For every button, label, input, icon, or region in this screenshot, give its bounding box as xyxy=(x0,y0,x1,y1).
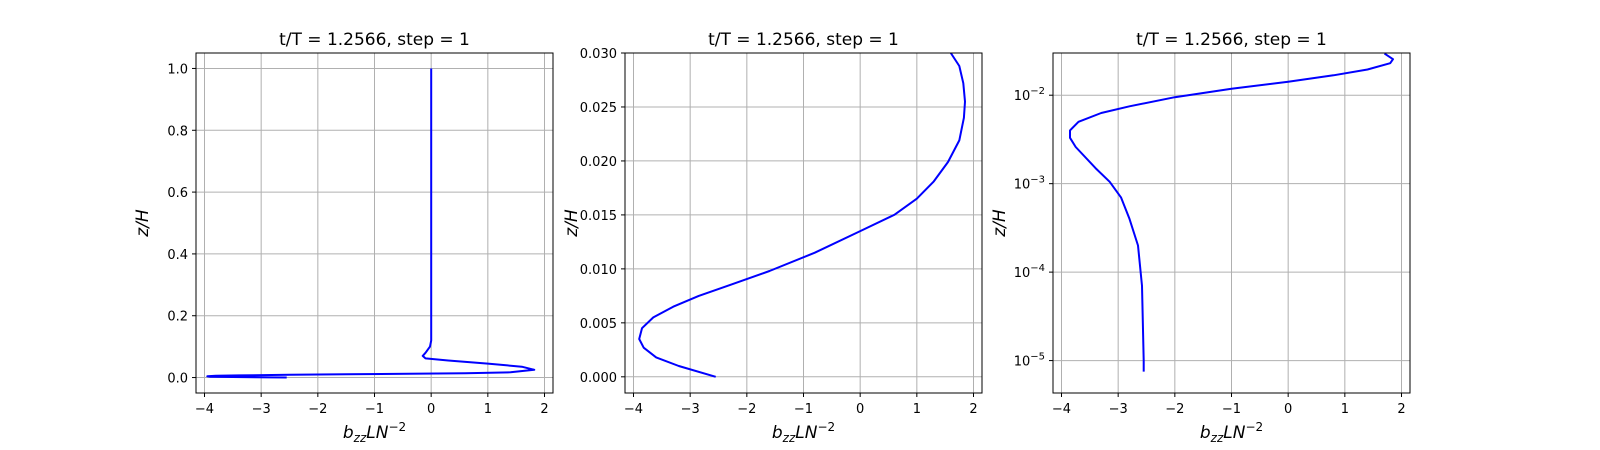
x-tick-label: 2 xyxy=(540,402,548,417)
x-axis-label-base: b xyxy=(1200,423,1211,443)
y-tick-label: 10−4 xyxy=(1014,263,1045,281)
x-axis-label-subscript: zz xyxy=(353,431,367,445)
tick-label-exponent: −4 xyxy=(1030,263,1045,274)
y-tick-label: 0.005 xyxy=(580,317,617,332)
x-tick-label: −3 xyxy=(681,402,700,417)
series-line xyxy=(638,52,966,378)
x-axis-label-superscript: −2 xyxy=(1245,420,1263,434)
y-tick-label: 0.8 xyxy=(167,124,188,139)
x-tick-label: −2 xyxy=(737,402,756,417)
x-axis-label: bzzLN−2 xyxy=(772,420,835,445)
x-axis-label-base: b xyxy=(343,423,354,443)
tick-label-base: 10 xyxy=(1014,355,1031,370)
series-line xyxy=(1069,52,1394,372)
chart-title: t/T = 1.2566, step = 1 xyxy=(1136,30,1327,50)
x-tick-label: 1 xyxy=(484,402,492,417)
y-tick-label: 0.030 xyxy=(580,47,617,62)
x-tick-label: −1 xyxy=(1222,402,1241,417)
y-axis-label: z/H xyxy=(990,209,1010,238)
x-axis-label-rest: LN xyxy=(795,423,817,443)
y-tick-label: 10−2 xyxy=(1014,86,1045,104)
x-tick-label: 2 xyxy=(1397,402,1405,417)
y-tick-label: 0.010 xyxy=(580,263,617,278)
chart-panel-1: −4 −3 −2 −1 0 1 2 0.0 0.2 0.4 0.6 0.8 1.0 t/T = 1.256… xyxy=(133,30,554,445)
chart-panel-2: −4 −3 −2 −1 0 1 2 0.000 0.005 0.010 0.015 0.020 0.02… xyxy=(562,30,983,445)
tick-label-exponent: −5 xyxy=(1030,352,1045,363)
y-tick-label: 10−5 xyxy=(1014,352,1045,370)
x-tick-label: −3 xyxy=(252,402,271,417)
x-tick-label: 0 xyxy=(856,402,864,417)
x-axis-label-subscript: zz xyxy=(782,431,796,445)
y-tick-label: 0.020 xyxy=(580,155,617,170)
x-tick-label: 0 xyxy=(1284,402,1292,417)
y-axis-label: z/H xyxy=(562,209,582,238)
y-tick-label: 1.0 xyxy=(167,62,188,77)
x-axis-label: bzzLN−2 xyxy=(1200,420,1263,445)
x-tick-label: −1 xyxy=(794,402,813,417)
x-tick-label: −2 xyxy=(308,402,327,417)
y-tick-label: 0.4 xyxy=(167,248,188,263)
x-axis-label-rest: LN xyxy=(366,423,388,443)
x-tick-label: 2 xyxy=(969,402,977,417)
y-tick-label: 0.6 xyxy=(167,186,188,201)
x-tick-label: −3 xyxy=(1109,402,1128,417)
y-tick-label: 0.2 xyxy=(167,310,188,325)
x-tick-label: 1 xyxy=(1341,402,1349,417)
x-tick-label: 0 xyxy=(427,402,435,417)
y-tick-label: 0.000 xyxy=(580,371,617,386)
tick-label-base: 10 xyxy=(1014,89,1031,104)
y-tick-label: 0.0 xyxy=(167,372,188,387)
x-axis-label-subscript: zz xyxy=(1210,431,1224,445)
x-axis-label-superscript: −2 xyxy=(388,420,406,434)
x-tick-label: −4 xyxy=(195,402,214,417)
x-axis-label-rest: LN xyxy=(1223,423,1245,443)
tick-label-exponent: −2 xyxy=(1030,86,1045,97)
x-tick-label: −4 xyxy=(624,402,643,417)
tick-label-exponent: −3 xyxy=(1030,175,1045,186)
y-tick-label: 0.025 xyxy=(580,101,617,116)
series-line xyxy=(206,68,536,379)
y-tick-label: 10−3 xyxy=(1014,175,1045,193)
y-axis-label: z/H xyxy=(133,209,153,238)
chart-panel-3: −4 −3 −2 −1 0 1 210−510−410−310−2t/T = 1.2566,… xyxy=(990,30,1411,445)
tick-label-base: 10 xyxy=(1014,266,1031,281)
x-tick-label: −2 xyxy=(1165,402,1184,417)
y-tick-label: 0.015 xyxy=(580,209,617,224)
x-axis-label-superscript: −2 xyxy=(817,420,835,434)
x-axis-label: bzzLN−2 xyxy=(343,420,406,445)
chart-title: t/T = 1.2566, step = 1 xyxy=(708,30,899,50)
x-axis-label-base: b xyxy=(772,423,783,443)
x-tick-label: −4 xyxy=(1052,402,1071,417)
tick-label-base: 10 xyxy=(1014,178,1031,193)
x-tick-label: −1 xyxy=(365,402,384,417)
x-tick-label: 1 xyxy=(913,402,921,417)
chart-title: t/T = 1.2566, step = 1 xyxy=(279,30,470,50)
